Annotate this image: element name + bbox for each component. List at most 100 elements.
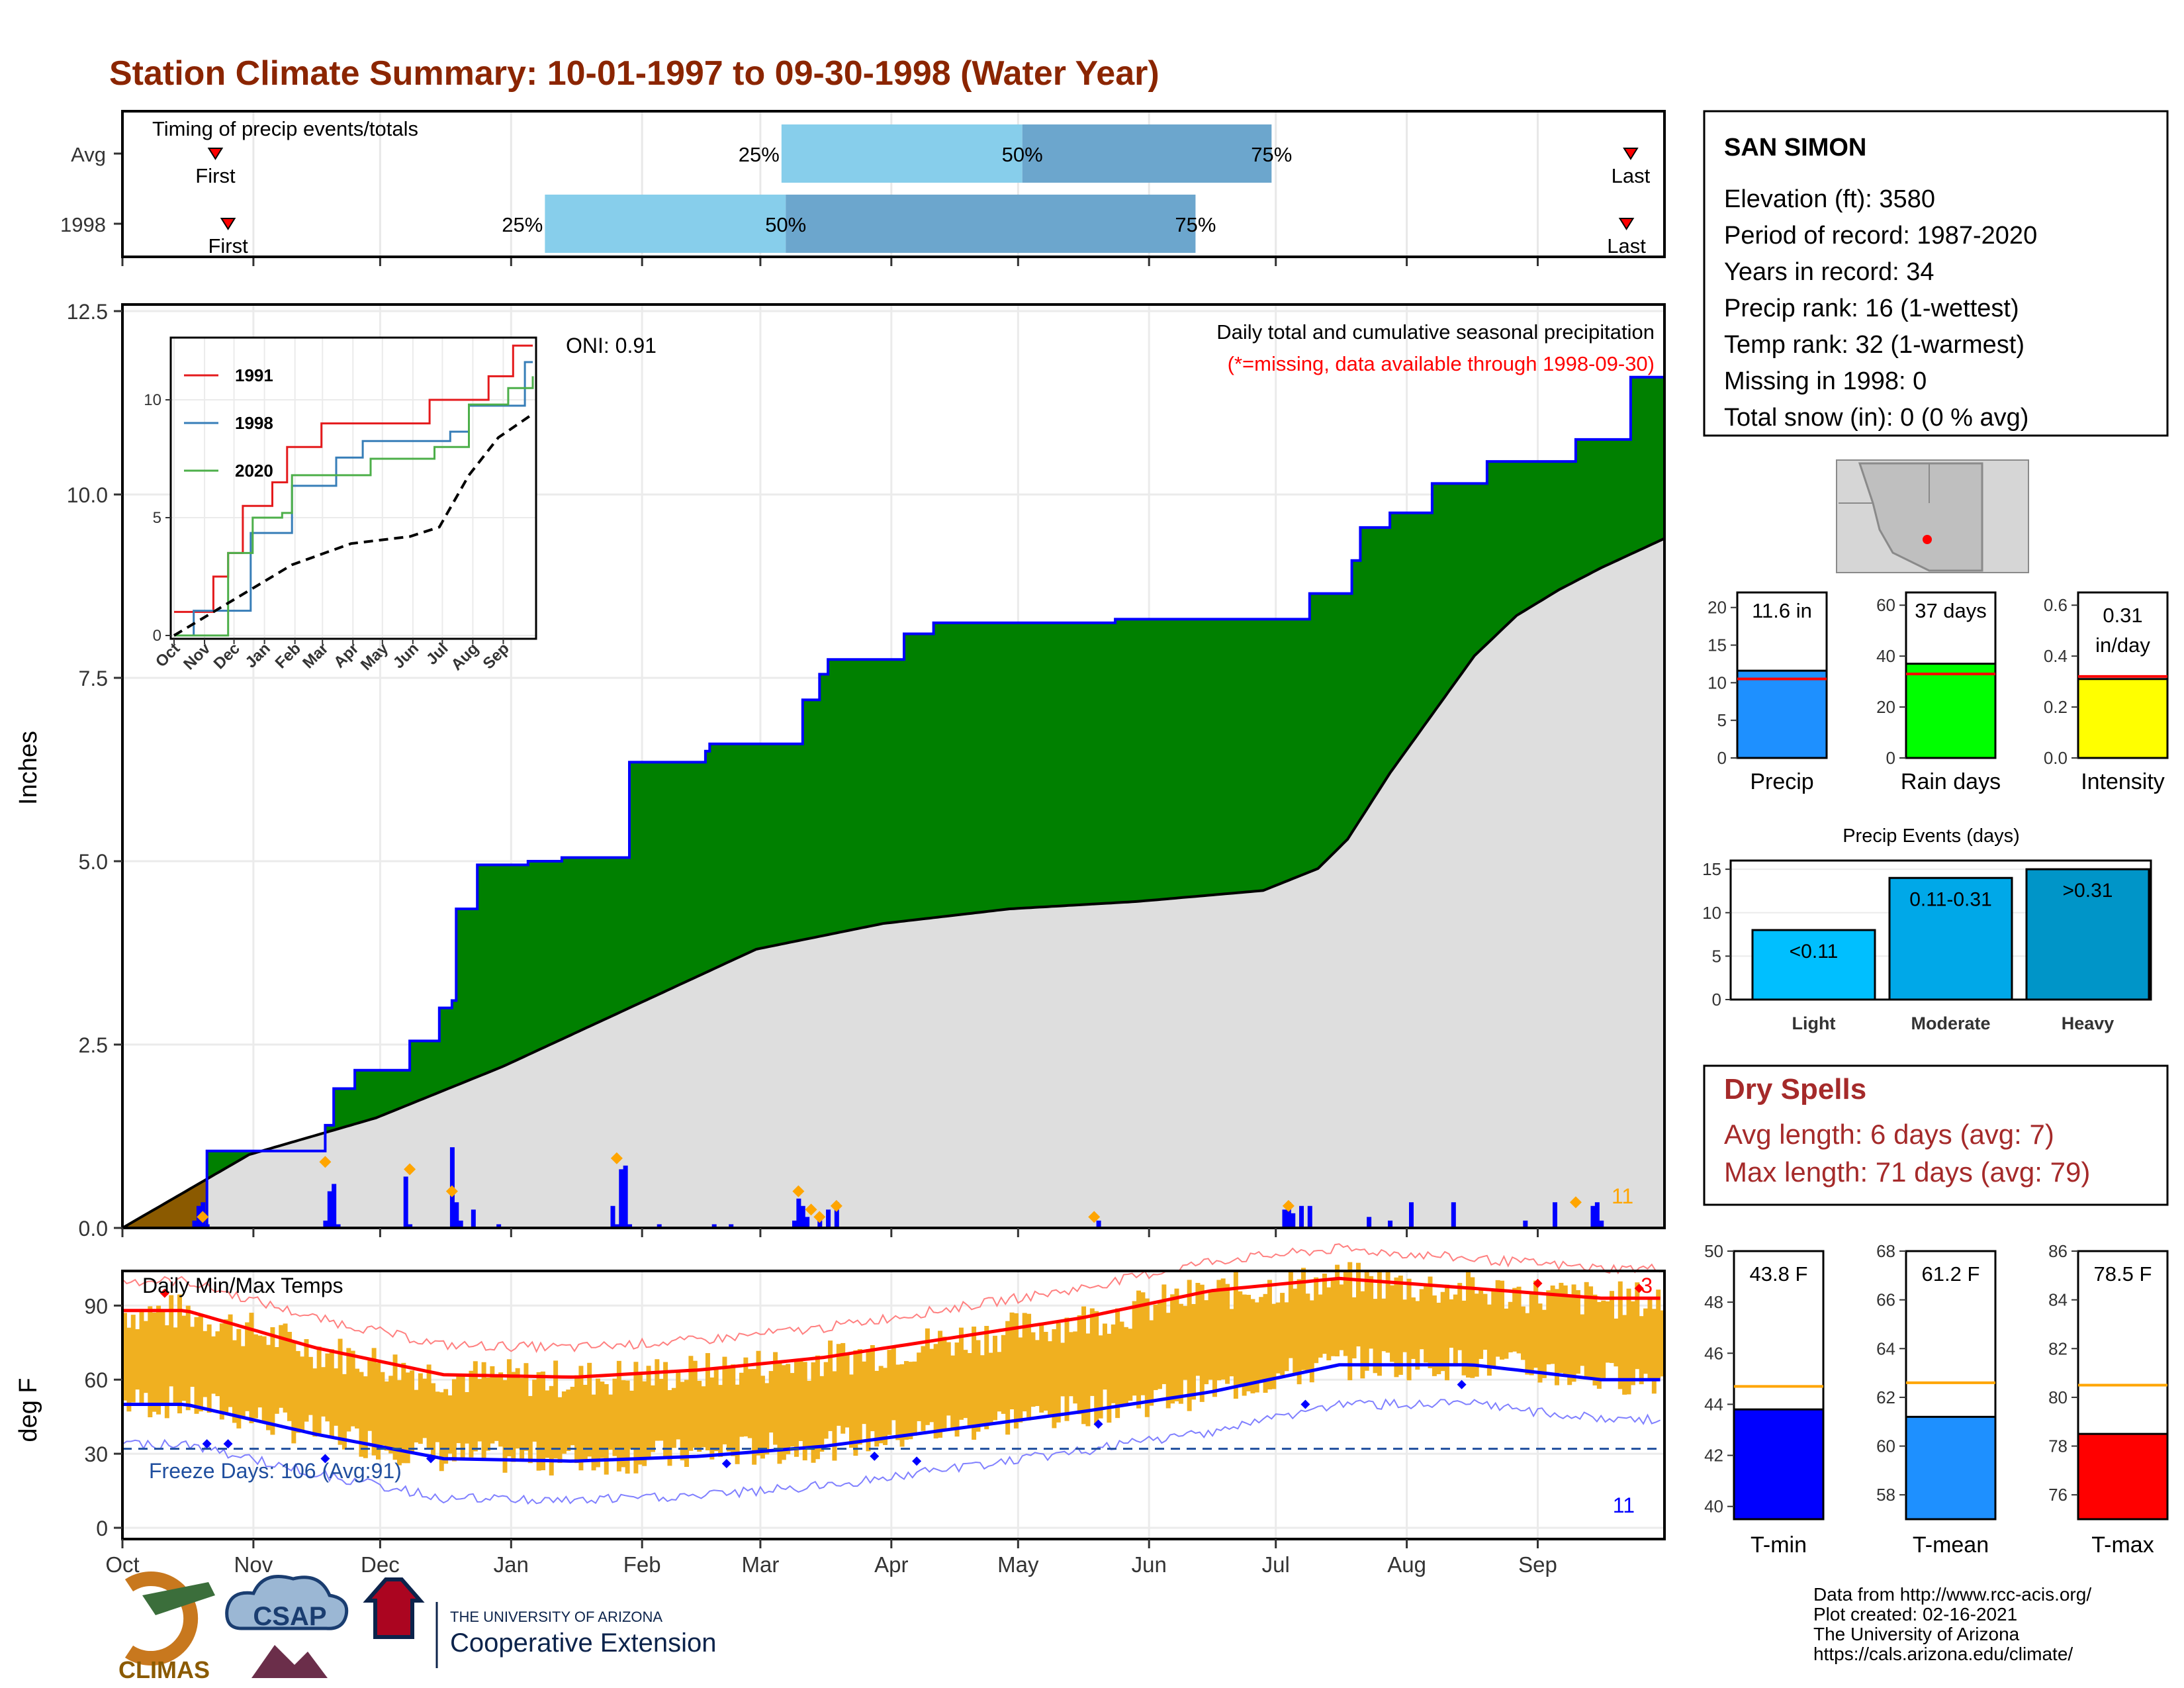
daily-temp-range-bar — [899, 1364, 905, 1447]
record-low-line — [122, 1398, 1661, 1505]
daily-temp-range-bar — [549, 1385, 554, 1476]
daily-temp-range-bar — [1073, 1331, 1078, 1404]
climas-logo-swoosh — [124, 1571, 199, 1665]
daily-temp-range-bar — [1022, 1313, 1027, 1412]
daily-temp-range-bar — [1567, 1295, 1572, 1385]
summary-bar-precip — [1736, 669, 1828, 759]
daily-temp-range-bar — [1614, 1318, 1619, 1367]
daily-temp-range-bar — [823, 1362, 829, 1439]
summary-y-tick-label: 5 — [1717, 710, 1727, 730]
daily-temp-range-bar — [912, 1361, 917, 1436]
record-low-marker — [426, 1454, 435, 1464]
precip-y-tick-label: 7.5 — [79, 667, 108, 690]
record-low-marker — [1457, 1380, 1467, 1389]
above-average-area — [122, 377, 1664, 1229]
timing-pct-label: 25% — [502, 213, 543, 236]
daily-precip-bar — [192, 1220, 197, 1228]
inset-legend-label: 2020 — [235, 461, 273, 481]
temp-summary-bars: 43.8 F 40 42 44 46 48 50 T-min 61.2 F 58 60 62 64 66 6… — [1704, 1241, 2169, 1558]
timing-panel: 25% 50% 75% First Last Avg 25% 50% 75% First Last 1… — [60, 110, 1666, 266]
daily-temp-range-bar — [1056, 1323, 1061, 1423]
daily-temp-range-bar — [1136, 1290, 1142, 1409]
daily-temp-range-bar — [1161, 1284, 1167, 1384]
daily-temp-range-bar — [1360, 1291, 1365, 1379]
record-low-marker — [320, 1454, 330, 1464]
daily-precip-bar — [1451, 1202, 1456, 1228]
temp-title: Daily Min/Max Temps — [142, 1274, 343, 1297]
average-cumulative-area — [122, 538, 1664, 1228]
daily-temp-range-bar — [261, 1336, 267, 1423]
first-marker — [220, 218, 236, 230]
daily-temp-range-bar — [908, 1362, 913, 1440]
daily-precip-bar — [408, 1224, 413, 1228]
daily-temp-range-bar — [1187, 1280, 1192, 1411]
daily-temp-range-bar — [760, 1376, 765, 1459]
daily-precip-bar — [826, 1209, 831, 1228]
daily-temp-range-bar — [1424, 1284, 1429, 1363]
daily-temp-range-bar — [236, 1329, 242, 1429]
daily-temp-range-bar — [431, 1383, 435, 1460]
daily-temp-range-bar — [646, 1366, 651, 1457]
daily-precip-bar — [805, 1217, 810, 1228]
daily-temp-range-bar — [515, 1368, 520, 1449]
temp-bar-y-tick-label: 84 — [2048, 1290, 2068, 1310]
daily-temp-range-bar — [396, 1380, 402, 1466]
daily-precip-bar — [1307, 1205, 1312, 1228]
daily-temp-range-bar — [1271, 1303, 1277, 1389]
daily-temp-range-bar — [232, 1340, 237, 1423]
daily-temp-range-bar — [122, 1313, 127, 1401]
daily-temp-range-bar — [1039, 1323, 1044, 1413]
daily-temp-range-bar — [1369, 1276, 1374, 1349]
daily-temp-range-bar — [1149, 1320, 1154, 1406]
temp-bar-y-tick-label: 46 — [1704, 1343, 1723, 1363]
daily-temp-range-bar — [1584, 1282, 1589, 1380]
station-box-frame — [1703, 110, 2169, 437]
daily-temp-range-bar — [1259, 1297, 1264, 1381]
daily-temp-range-bar — [341, 1374, 347, 1450]
station-line: Precip rank: 16 (1-wettest) — [1724, 295, 2019, 322]
month-label: Dec — [361, 1552, 400, 1577]
temp-panel-frame — [121, 1270, 1666, 1540]
daily-temp-range-bar — [257, 1335, 263, 1408]
daily-temp-range-bar — [633, 1362, 639, 1474]
daily-temp-range-bar — [532, 1380, 537, 1442]
daily-precip-bar — [403, 1176, 408, 1228]
summary-bar-value-unit: in/day — [2095, 633, 2150, 657]
precip-y-tick-label: 12.5 — [67, 300, 108, 324]
event-category-label: Heavy — [2062, 1013, 2115, 1033]
first-label: First — [195, 164, 236, 187]
daily-temp-range-bar — [130, 1315, 136, 1403]
daily-temp-range-bar — [139, 1309, 144, 1406]
precip-y-tick-label: 10.0 — [67, 483, 108, 507]
daily-temp-range-bar — [1288, 1272, 1293, 1358]
event-bar-light — [1751, 929, 1876, 1001]
daily-temp-range-bar — [376, 1362, 381, 1460]
daily-temp-range-bar — [1026, 1313, 1032, 1421]
temp-bar-label: T-min — [1751, 1532, 1807, 1558]
temp-bar-y-tick-label: 82 — [2048, 1338, 2068, 1358]
daily-temp-range-bar — [697, 1380, 702, 1452]
daily-temp-range-bar — [1174, 1288, 1179, 1401]
daily-temp-range-bar — [887, 1350, 892, 1435]
daily-temp-range-bar — [494, 1376, 499, 1441]
month-label: Jul — [1262, 1552, 1290, 1577]
daily-temp-range-bar — [786, 1364, 791, 1454]
daily-temp-range-bar — [781, 1365, 786, 1460]
daily-temp-range-bar — [1013, 1313, 1019, 1429]
daily-temp-range-bar — [1504, 1308, 1509, 1359]
daily-temp-range-bar — [325, 1353, 330, 1422]
daily-temp-range-bar — [1081, 1306, 1087, 1425]
daily-temp-range-bar — [701, 1386, 706, 1448]
daily-precip-bar — [1282, 1209, 1287, 1228]
daily-temp-range-bar — [828, 1340, 833, 1431]
daily-temp-range-bar — [1293, 1288, 1298, 1373]
daily-record-marker — [830, 1199, 842, 1212]
summary-bar-label: Intensity — [2081, 769, 2165, 794]
daily-precip-bar — [800, 1205, 805, 1228]
event-category-label: Moderate — [1911, 1013, 1990, 1033]
daily-temp-range-bar — [1077, 1315, 1082, 1415]
daily-temp-range-bar — [1580, 1314, 1585, 1366]
daily-temp-range-bar — [1546, 1290, 1551, 1365]
daily-temp-range-bar — [921, 1346, 926, 1431]
